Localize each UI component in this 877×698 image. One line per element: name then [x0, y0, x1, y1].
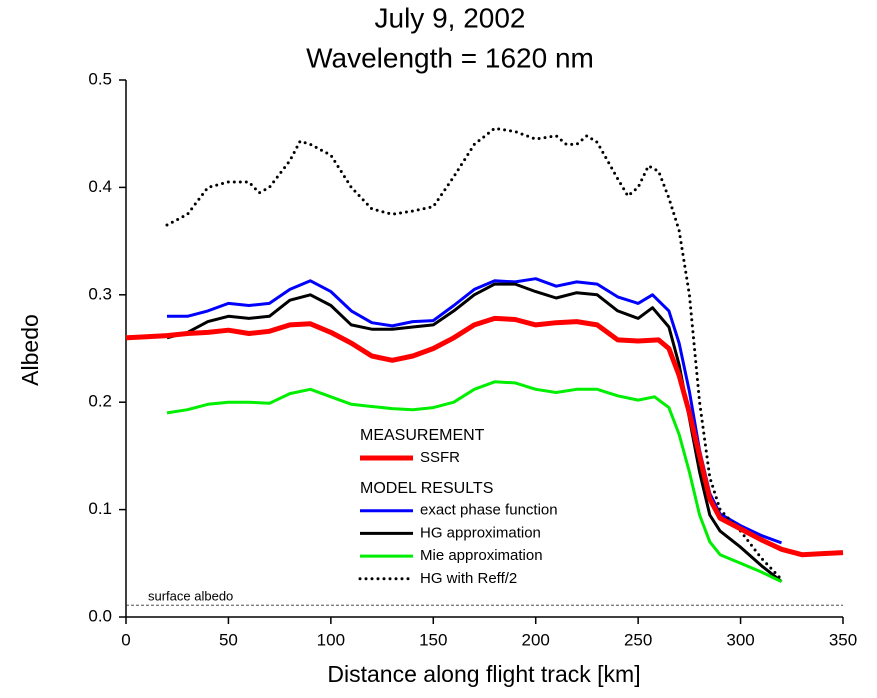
y-axis-label: Albedo — [17, 314, 43, 386]
legend-label: SSFR — [420, 449, 460, 466]
chart-title: July 9, 2002 — [375, 2, 526, 33]
x-tick-label: 350 — [829, 630, 857, 649]
y-tick-label: 0.4 — [88, 177, 112, 196]
legend-label: exact phase function — [420, 502, 558, 519]
y-tick-label: 0.3 — [88, 284, 112, 303]
x-tick-label: 50 — [219, 630, 238, 649]
legend-group-title: MEASUREMENT — [360, 427, 485, 444]
series-line — [166, 380, 783, 583]
legend-label: HG with Reff/2 — [420, 570, 517, 587]
series-line — [167, 277, 783, 545]
x-tick-label: 300 — [726, 630, 754, 649]
x-tick-label: 250 — [624, 630, 652, 649]
y-tick-label: 0.1 — [88, 499, 112, 518]
chart-subtitle: Wavelength = 1620 nm — [306, 42, 594, 73]
y-tick-label: 0.5 — [88, 69, 112, 88]
x-tick-label: 200 — [522, 630, 550, 649]
legend-label: HG approximation — [420, 524, 541, 541]
series-line — [125, 315, 844, 558]
x-tick-label: 150 — [419, 630, 447, 649]
x-tick-label: 0 — [121, 630, 130, 649]
y-tick-label: 0.2 — [88, 392, 112, 411]
legend-label: Mie approximation — [420, 547, 543, 564]
legend-group-title: MODEL RESULTS — [360, 480, 493, 497]
x-axis-label: Distance along flight track [km] — [327, 661, 640, 687]
y-tick-label: 0.0 — [88, 606, 112, 625]
reference-label: surface albedo — [148, 589, 233, 604]
x-tick-label: 100 — [317, 630, 345, 649]
